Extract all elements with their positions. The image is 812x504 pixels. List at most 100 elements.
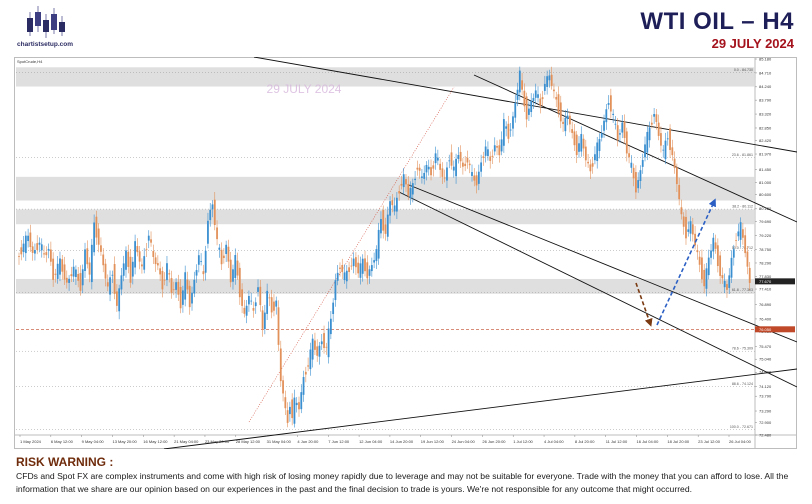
candle-body	[384, 224, 387, 234]
candle-body	[537, 94, 539, 98]
candle-body	[213, 199, 216, 226]
candle-body	[75, 269, 77, 278]
candle-body	[635, 172, 637, 193]
candle-body	[141, 264, 143, 267]
candle-body	[525, 96, 528, 120]
candle-body	[370, 265, 373, 272]
price-tick-label: 84.710	[759, 70, 772, 75]
candle-body	[145, 248, 148, 250]
candle-body	[591, 163, 594, 167]
candle-body	[273, 301, 275, 311]
candle-body	[657, 122, 660, 136]
candle-body	[134, 241, 136, 268]
candle-body	[662, 149, 665, 151]
price-tick-label: 77.410	[759, 286, 772, 291]
candle-body	[468, 163, 471, 166]
price-tick-label: 75.470	[759, 344, 772, 349]
price-tick-label: 76.890	[759, 302, 772, 307]
candle-body	[548, 75, 551, 81]
current-price-label: 77.670	[759, 279, 772, 284]
candle-body	[461, 162, 464, 167]
candle-body	[587, 161, 589, 164]
candle-body	[56, 263, 59, 279]
price-tick-label: 73.790	[759, 394, 772, 399]
candle-body	[245, 305, 248, 316]
candle-body	[200, 261, 203, 262]
candle-body	[341, 264, 344, 272]
level-price-tag	[755, 326, 795, 333]
candle-body	[131, 261, 134, 277]
candle-body	[669, 128, 671, 151]
candle-body	[318, 345, 321, 357]
candle-body	[596, 142, 599, 162]
candle-body	[175, 282, 177, 290]
candle-body	[487, 149, 489, 157]
candle-body	[286, 410, 289, 423]
candle-body	[568, 115, 571, 125]
candle-body	[334, 280, 337, 301]
candle-body	[737, 231, 740, 237]
candle-body	[400, 183, 403, 186]
candle-body	[477, 171, 480, 184]
price-tick-label: 78.750	[759, 247, 772, 252]
brand-logo[interactable]: chartistsetup.com	[10, 4, 80, 52]
candle-body	[566, 115, 569, 119]
candle-body	[90, 244, 93, 283]
candle-body	[209, 209, 212, 221]
candle-body	[546, 76, 549, 87]
candle-body	[118, 288, 121, 312]
candle-body	[154, 257, 157, 265]
candle-body	[336, 272, 339, 281]
time-tick-label: 7 Jun 12:00	[328, 439, 350, 444]
candle-body	[582, 138, 585, 149]
candle-body	[382, 210, 385, 231]
fib-level-label: 50.0 - 78.712	[732, 246, 753, 250]
candle-body	[459, 151, 462, 162]
candle-body	[707, 257, 710, 276]
fib-level-label: 61.8 - 77.303	[732, 288, 753, 292]
candle-body	[534, 90, 537, 98]
candle-body	[300, 392, 303, 410]
candle-body	[250, 300, 253, 302]
candle-body	[104, 263, 107, 279]
price-tick-label: 74.600	[759, 370, 772, 375]
price-tick-label: 82.420	[759, 138, 772, 143]
candle-body	[188, 285, 191, 308]
candle-body	[343, 272, 346, 281]
candle-body	[288, 406, 291, 415]
candle-body	[202, 271, 205, 275]
candle-body	[644, 144, 646, 158]
candle-body	[625, 131, 628, 154]
candle-body	[298, 402, 300, 410]
candle-body	[325, 346, 328, 348]
candle-body	[530, 100, 533, 112]
candle-body	[227, 246, 230, 262]
candle-body	[694, 233, 696, 246]
candle-body	[409, 188, 412, 199]
candles-group	[18, 66, 751, 428]
candle-body	[512, 116, 514, 129]
candle-body	[528, 108, 530, 115]
candle-body	[603, 120, 605, 131]
chart-frame	[14, 57, 797, 449]
candle-body	[418, 167, 421, 171]
candle-body	[49, 249, 52, 262]
candle-body	[229, 259, 232, 283]
candle-body	[746, 251, 749, 267]
candle-body	[361, 258, 364, 274]
candle-body	[113, 264, 116, 294]
candle-body	[646, 131, 649, 153]
candle-body	[138, 251, 141, 262]
candle-body	[20, 247, 23, 255]
candle-body	[678, 184, 681, 200]
candle-body	[564, 117, 567, 132]
candle-body	[238, 267, 241, 298]
candle-body	[421, 176, 423, 178]
candle-body	[332, 302, 335, 315]
time-tick-label: 26 Jun 20:00	[482, 439, 506, 444]
fib-level-label: 38.2 - 80.112	[732, 205, 753, 209]
candle-body	[386, 214, 389, 237]
candle-body	[122, 263, 125, 276]
candle-body	[348, 267, 350, 273]
price-chart[interactable]: 29 JULY 2024 0.0 - 84.730 23.6 - 81.861 38.…	[14, 56, 798, 450]
